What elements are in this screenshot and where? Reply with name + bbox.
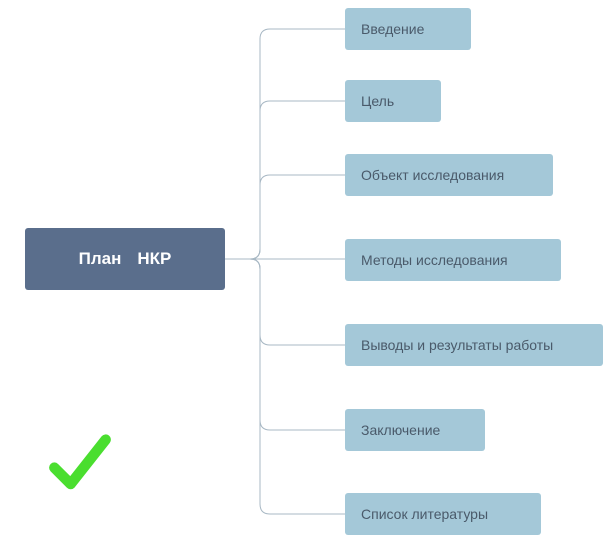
leaf-label: Методы исследования [361, 252, 508, 268]
leaf-label: Заключение [361, 422, 440, 438]
root-label-2: НКР [137, 249, 171, 269]
leaf-node: Введение [345, 8, 471, 50]
leaf-label: Введение [361, 21, 424, 37]
root-label-1: План [79, 249, 122, 269]
leaf-label: Выводы и результаты работы [361, 337, 553, 353]
leaf-node: Выводы и результаты работы [345, 324, 603, 366]
leaf-label: Объект исследования [361, 167, 504, 183]
leaf-node: Объект исследования [345, 154, 553, 196]
leaf-node: Заключение [345, 409, 485, 451]
checkmark-icon [45, 428, 115, 498]
leaf-node: Методы исследования [345, 239, 561, 281]
leaf-label: Список литературы [361, 506, 488, 522]
leaf-label: Цель [361, 93, 394, 109]
leaf-node: Цель [345, 80, 441, 122]
root-node: План НКР [25, 228, 225, 290]
leaf-node: Список литературы [345, 493, 541, 535]
